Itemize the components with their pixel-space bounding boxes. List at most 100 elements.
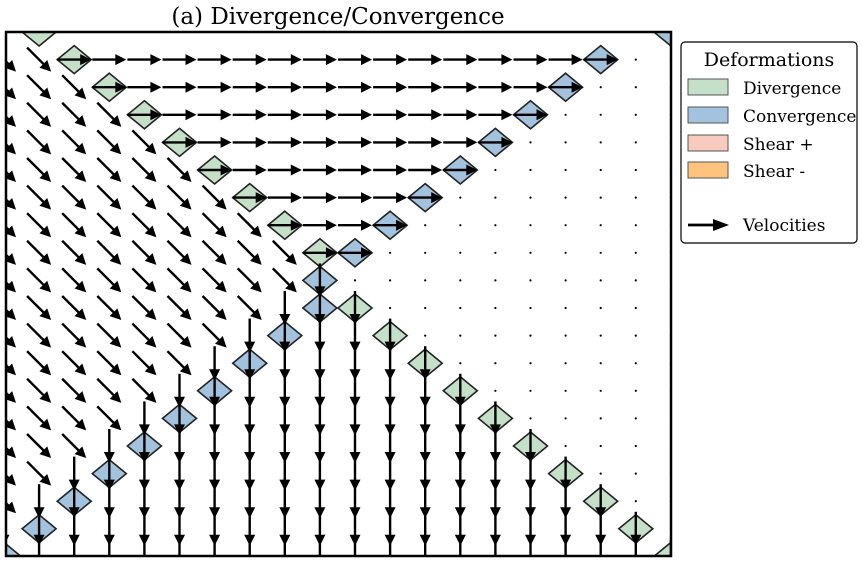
velocity-arrow <box>338 164 372 176</box>
velocity-arrow <box>6 170 17 183</box>
velocity-dot <box>494 279 497 282</box>
velocity-arrow <box>131 377 157 403</box>
velocity-arrow <box>96 212 122 238</box>
velocity-arrow <box>108 539 111 556</box>
divergence-marker <box>0 0 21 18</box>
velocity-arrow <box>338 109 372 121</box>
velocity-arrow <box>267 81 302 93</box>
velocity-arrow <box>96 129 122 155</box>
velocity-dot <box>529 362 532 365</box>
velocity-arrow <box>338 192 372 204</box>
velocity-dot <box>424 224 427 227</box>
velocity-arrow <box>373 136 408 148</box>
legend-label-divergence: Divergence <box>743 79 841 99</box>
velocity-arrow <box>162 81 197 93</box>
velocity-arrow <box>6 115 17 127</box>
velocity-dot <box>564 141 567 144</box>
velocity-arrow <box>72 539 76 556</box>
velocity-arrow <box>267 219 302 231</box>
velocity-arrow <box>178 539 181 556</box>
velocity-arrow <box>162 136 197 148</box>
velocity-arrow <box>443 81 478 93</box>
velocity-dot <box>459 196 462 199</box>
deformation-markers <box>0 0 671 556</box>
velocity-arrow <box>61 295 87 321</box>
velocity-arrow <box>236 212 262 238</box>
velocity-dot <box>529 334 532 337</box>
velocity-dot <box>599 472 602 475</box>
velocity-dot <box>564 224 567 227</box>
legend-swatch-shear-plus <box>687 134 729 152</box>
velocity-arrow <box>61 350 87 376</box>
velocity-arrow <box>162 109 197 121</box>
velocity-arrow <box>548 54 583 66</box>
velocity-dot <box>353 279 357 282</box>
velocity-dot <box>599 279 602 282</box>
velocity-dot <box>529 251 532 254</box>
velocity-arrow <box>96 295 122 321</box>
velocity-dot <box>424 306 427 310</box>
velocity-dot <box>494 251 497 254</box>
velocity-arrow <box>26 46 52 72</box>
velocity-arrow <box>318 539 322 556</box>
velocity-dot <box>389 279 392 282</box>
velocity-arrow <box>201 267 227 293</box>
velocity-dot <box>424 279 427 282</box>
velocity-arrow <box>478 81 513 93</box>
velocity-arrow <box>6 59 17 72</box>
velocity-arrow <box>26 322 52 348</box>
velocity-arrow <box>61 377 87 403</box>
velocity-arrow <box>478 109 513 121</box>
velocity-arrow <box>96 267 122 293</box>
velocity-dot <box>634 279 637 282</box>
velocity-arrow <box>26 212 52 238</box>
velocity-arrow <box>443 54 478 66</box>
velocity-arrow <box>302 109 337 121</box>
velocity-arrow <box>6 197 17 210</box>
velocity-arrow <box>302 81 337 93</box>
velocity-arrow <box>459 539 462 556</box>
velocity-arrow <box>373 192 408 204</box>
velocity-arrow <box>634 539 637 556</box>
velocity-arrow <box>131 157 157 183</box>
velocity-arrow <box>408 136 443 148</box>
velocity-arrow <box>267 192 302 204</box>
velocity-arrow <box>96 350 122 376</box>
velocity-arrow <box>213 539 216 556</box>
legend-arrow-icon <box>688 219 729 231</box>
velocity-dot <box>634 306 637 310</box>
velocity-arrow <box>6 335 17 348</box>
velocity-arrow <box>61 239 87 265</box>
velocity-arrow <box>232 81 267 93</box>
velocity-dot <box>634 113 637 116</box>
velocity-dot <box>634 417 637 420</box>
velocity-arrow <box>388 539 392 556</box>
velocity-arrow <box>96 322 122 348</box>
velocity-arrow <box>26 405 52 431</box>
velocity-dot <box>564 389 567 392</box>
velocity-arrow <box>96 184 122 210</box>
velocity-dot <box>459 334 462 337</box>
velocity-dot <box>459 362 462 365</box>
velocity-dot <box>389 306 392 310</box>
velocity-dot <box>599 362 602 365</box>
velocity-arrow <box>26 377 52 403</box>
velocity-arrow <box>61 405 87 431</box>
velocity-dot <box>599 389 602 392</box>
velocity-arrow <box>26 460 52 486</box>
velocity-arrow <box>201 239 227 265</box>
velocity-arrow <box>338 247 372 259</box>
velocity-dot <box>529 141 532 144</box>
velocity-dot <box>634 86 637 89</box>
velocity-dot <box>634 472 637 475</box>
legend-label-convergence: Convergence <box>743 107 856 127</box>
velocity-dot <box>599 196 602 199</box>
velocity-arrow <box>131 295 157 321</box>
velocity-arrow <box>529 539 532 556</box>
velocity-arrow <box>353 539 357 556</box>
velocity-arrow <box>162 54 197 66</box>
legend-title: Deformations <box>704 49 835 71</box>
velocity-arrow <box>232 54 267 66</box>
velocity-arrow <box>513 81 548 93</box>
